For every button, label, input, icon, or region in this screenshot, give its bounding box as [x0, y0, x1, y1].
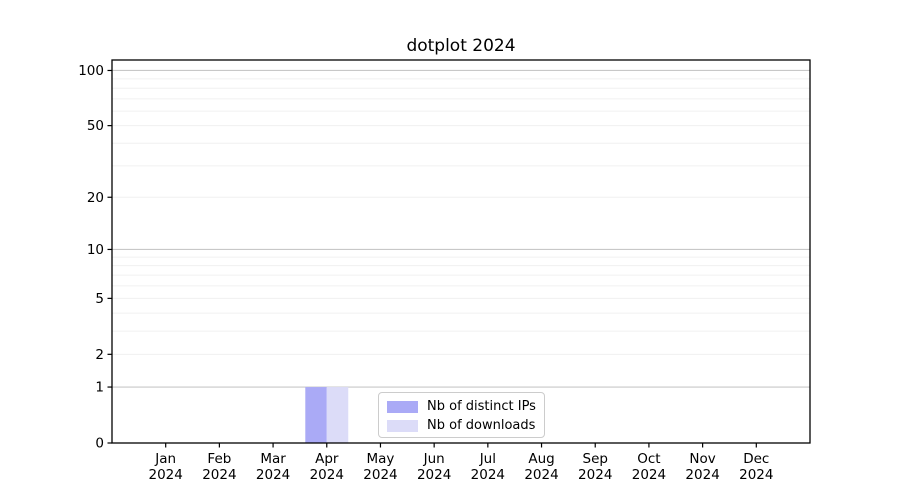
y-tick-label: 1: [95, 380, 104, 396]
x-tick-label: Feb 2024: [202, 451, 236, 483]
x-tick-label: Jun 2024: [417, 451, 451, 483]
x-tick-label: Aug 2024: [524, 451, 558, 483]
y-tick-label: 5: [95, 291, 104, 307]
x-tick-label: Sep 2024: [578, 451, 612, 483]
legend-item-downloads: Nb of downloads: [379, 416, 544, 435]
x-tick-label: Jul 2024: [471, 451, 505, 483]
x-tick-label: Jan 2024: [149, 451, 183, 483]
y-tick-label: 2: [95, 347, 104, 363]
chart-title: dotplot 2024: [406, 36, 516, 56]
legend-swatch-downloads: [387, 419, 418, 432]
bar-nb-of-downloads: [326, 387, 349, 443]
x-tick-label: Oct 2024: [632, 451, 666, 483]
y-tick-label: 10: [87, 242, 104, 258]
x-tick-label: Apr 2024: [310, 451, 344, 483]
plot-border: [111, 59, 811, 444]
y-tick-label: 20: [87, 190, 104, 206]
legend-swatch-distinct-ips: [387, 400, 418, 413]
y-tick-label: 0: [95, 436, 104, 452]
legend: Nb of distinct IPs Nb of downloads: [378, 392, 545, 438]
y-tick-label: 50: [87, 118, 104, 134]
x-tick-label: May 2024: [363, 451, 397, 483]
y-tick-label: 100: [78, 63, 104, 79]
legend-item-distinct-ips: Nb of distinct IPs: [379, 397, 544, 416]
x-tick-label: Dec 2024: [739, 451, 773, 483]
legend-label-distinct-ips: Nb of distinct IPs: [427, 399, 536, 414]
x-tick-label: Mar 2024: [256, 451, 290, 483]
x-tick-label: Nov 2024: [685, 451, 719, 483]
legend-label-downloads: Nb of downloads: [427, 418, 536, 433]
bar-nb-of-distinct-ips: [305, 387, 327, 443]
